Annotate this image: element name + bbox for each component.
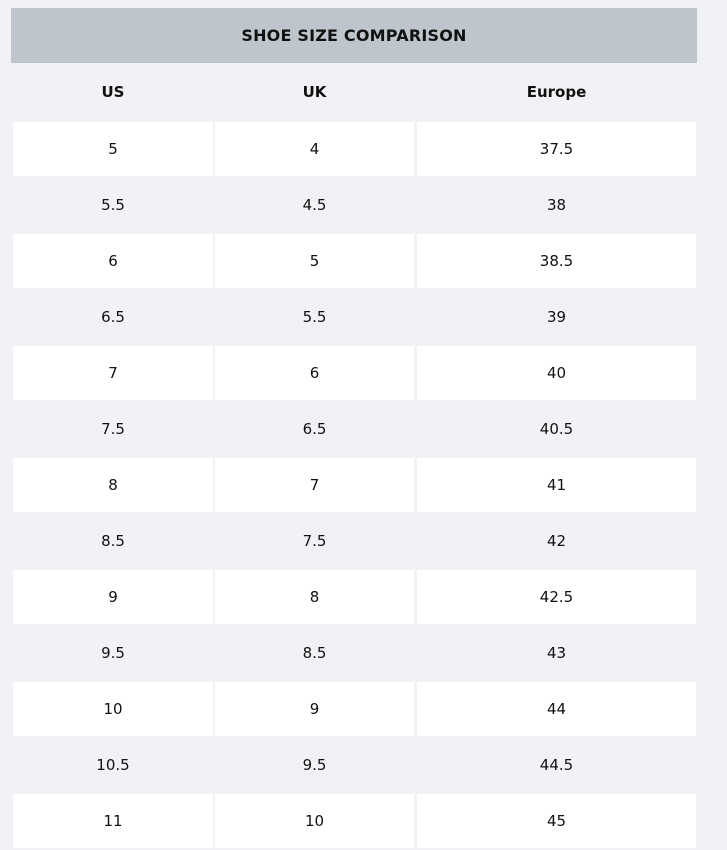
cell-europe: 43 [546, 644, 567, 662]
cell-us: 9 [13, 570, 213, 624]
cell-us: 10 [13, 682, 213, 736]
cell-us: 5 [13, 122, 213, 176]
cell-uk: 7.5 [302, 532, 327, 550]
size-table: US UK Europe 5 4 37.5 5.5 4.5 38 6 5 38.5 6.5 5.5 3… [13, 64, 696, 850]
table-row: 5.5 4.5 38 [13, 178, 696, 232]
cell-europe: 45 [417, 794, 696, 848]
table-row: 7.5 6.5 40.5 [13, 402, 696, 456]
table-row: 8 7 41 [13, 458, 696, 512]
column-header-uk: UK [302, 83, 327, 101]
cell-us: 9.5 [101, 644, 125, 662]
cell-europe: 38.5 [417, 234, 696, 288]
cell-uk: 8 [215, 570, 414, 624]
cell-europe: 42 [546, 532, 567, 550]
cell-uk: 9 [215, 682, 414, 736]
cell-uk: 7 [215, 458, 414, 512]
cell-europe: 38 [546, 196, 567, 214]
cell-uk: 6 [215, 346, 414, 400]
cell-us: 6 [13, 234, 213, 288]
cell-europe: 39 [546, 308, 567, 326]
table-row: 11 10 45 [13, 794, 696, 848]
cell-us: 8 [13, 458, 213, 512]
table-row: 7 6 40 [13, 346, 696, 400]
column-header-europe: Europe [526, 83, 587, 101]
cell-us: 8.5 [101, 532, 125, 550]
cell-us: 5.5 [101, 196, 125, 214]
column-header-us: US [101, 83, 125, 101]
cell-uk: 4.5 [302, 196, 327, 214]
cell-us: 7.5 [101, 420, 125, 438]
cell-uk: 9.5 [302, 756, 327, 774]
cell-us: 10.5 [96, 756, 130, 774]
cell-europe: 44.5 [539, 756, 574, 774]
table-row: 5 4 37.5 [13, 122, 696, 176]
cell-europe: 37.5 [417, 122, 696, 176]
cell-europe: 40 [417, 346, 696, 400]
table-row: 9 8 42.5 [13, 570, 696, 624]
table-row: 6 5 38.5 [13, 234, 696, 288]
cell-uk: 5.5 [302, 308, 327, 326]
cell-europe: 41 [417, 458, 696, 512]
cell-uk: 5 [215, 234, 414, 288]
table-body: 5 4 37.5 5.5 4.5 38 6 5 38.5 6.5 5.5 39 7 6 40 7.5 6.5 40… [13, 122, 696, 848]
table-title: SHOE SIZE COMPARISON [11, 8, 697, 63]
cell-us: 11 [13, 794, 213, 848]
header-row: US UK Europe [13, 64, 696, 120]
cell-us: 6.5 [101, 308, 125, 326]
cell-us: 7 [13, 346, 213, 400]
table-row: 10 9 44 [13, 682, 696, 736]
table-row: 6.5 5.5 39 [13, 290, 696, 344]
cell-uk: 6.5 [302, 420, 327, 438]
cell-europe: 44 [417, 682, 696, 736]
table-row: 10.5 9.5 44.5 [13, 738, 696, 792]
cell-europe: 42.5 [417, 570, 696, 624]
cell-uk: 8.5 [302, 644, 327, 662]
table-row: 8.5 7.5 42 [13, 514, 696, 568]
table-row: 9.5 8.5 43 [13, 626, 696, 680]
cell-europe: 40.5 [539, 420, 574, 438]
cell-uk: 10 [215, 794, 414, 848]
cell-uk: 4 [215, 122, 414, 176]
